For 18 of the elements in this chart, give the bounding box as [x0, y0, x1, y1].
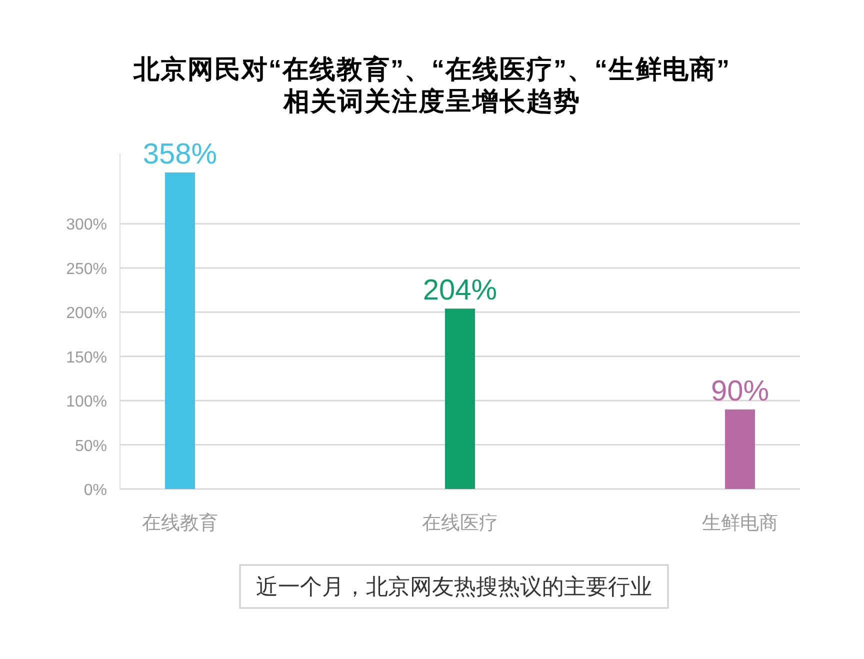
- bar: [725, 409, 755, 489]
- x-tick-label: 在线教育: [142, 512, 218, 534]
- data-label: 204%: [422, 274, 498, 307]
- y-tick-label: 100%: [66, 394, 107, 411]
- data-label: 358%: [142, 138, 218, 170]
- x-tick-label: 在线医疗: [422, 513, 498, 534]
- y-tick-label: 300%: [66, 216, 107, 234]
- chart-title: 北京网民对“在线教育”、“在线医疗”、“生鲜电商” 相关词关注度呈增长趋势: [132, 54, 730, 116]
- bar: [445, 308, 475, 489]
- bar: [165, 172, 195, 489]
- x-tick-label: 生鲜电商: [702, 512, 778, 534]
- y-tick-label: 250%: [66, 260, 107, 278]
- y-tick-label: 200%: [66, 305, 107, 322]
- data-label: 90%: [710, 375, 770, 408]
- y-tick-label: 150%: [66, 349, 107, 366]
- y-tick-label: 50%: [74, 438, 107, 455]
- y-tick-label: 0%: [84, 482, 107, 499]
- text: 近一个月，北京网友热搜热议的主要行业: [256, 574, 652, 599]
